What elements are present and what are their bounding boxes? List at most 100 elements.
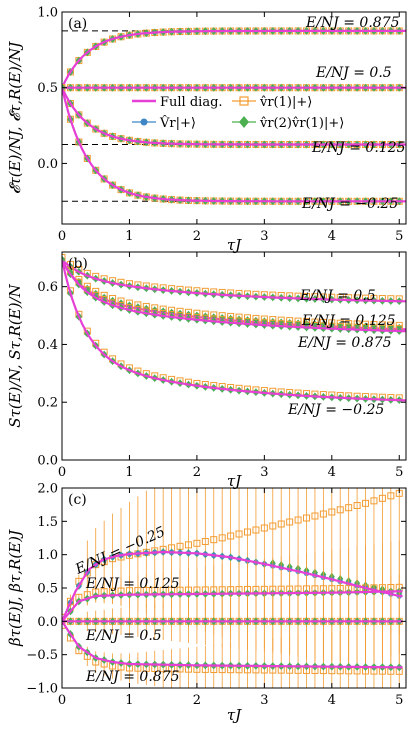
- annotation-a-2: E/NJ = 0.5: [315, 65, 392, 81]
- x-tick-label: 5: [395, 229, 403, 244]
- series-line-full-diag: [62, 87, 406, 203]
- legend-label-full-diag: Full diag.: [160, 95, 223, 110]
- panel-a-data: [62, 26, 406, 206]
- y-tick-label: 1.0: [37, 548, 58, 563]
- y-tick-label: 0.0: [37, 454, 58, 469]
- x-tick-label: 5: [395, 465, 403, 480]
- marker-v-r1: [201, 538, 209, 545]
- marker-v-r1: [184, 541, 192, 549]
- legend: Full diag. v̂r(1)|+⟩ V̂r|+⟩ v̂r(2)v̂r(1)…: [132, 95, 344, 131]
- annotation-c-3: E/NJ = 0.5: [85, 628, 162, 644]
- panel-c-data: [62, 488, 403, 688]
- panel-b-data: [62, 253, 406, 405]
- series-line-full-diag: [62, 29, 406, 89]
- panel-b-label: (b): [68, 256, 88, 272]
- marker-v-r1: [303, 514, 311, 522]
- legend-label-v-r2v-r1: v̂r(2)v̂r(1)|+⟩: [259, 116, 344, 131]
- x-tick-label: 2: [193, 693, 201, 708]
- annotation-a-3: E/NJ = 0.125: [311, 140, 406, 156]
- marker-v-r1: [193, 539, 201, 547]
- y-tick-label: 0.2: [37, 396, 58, 411]
- series-line-full-diag: [62, 550, 403, 622]
- x-tick-label: 0: [58, 465, 66, 480]
- legend-label-v-r1: v̂r(1)|+⟩: [259, 95, 312, 110]
- panel-a-ylabel: 𝓔τ(E)/NJ, 𝓔τ,R(E)/NJ: [6, 41, 24, 194]
- x-tick-label: 3: [260, 229, 268, 244]
- y-tick-label: −0.5: [26, 648, 58, 663]
- y-tick-label: 1.5: [37, 515, 58, 530]
- panel-a-xlabel: τJ: [227, 236, 242, 254]
- legend-marker-v-r: [140, 118, 148, 126]
- y-tick-label: 1.0: [37, 6, 58, 21]
- y-tick-label: 0.0: [37, 157, 58, 172]
- y-tick-label: 0.4: [37, 338, 58, 353]
- x-tick-label: 5: [395, 693, 403, 708]
- marker-v-r1: [252, 526, 260, 534]
- annotation-b-2: E/NJ = 0.125: [301, 313, 396, 329]
- marker-v-r1: [345, 504, 353, 512]
- y-tick-label: 0.5: [37, 81, 58, 96]
- annotation-a-1: E/NJ = 0.875: [305, 15, 400, 31]
- marker-v-r1: [370, 497, 378, 505]
- marker-v-r1: [260, 524, 268, 532]
- x-tick-label: 4: [328, 465, 336, 480]
- panel-b-ylabel: Sτ(E)/N, Sτ,R(E)/N: [6, 283, 24, 427]
- panel-a-label: (a): [68, 16, 87, 32]
- series-line-full-diag: [62, 87, 406, 146]
- series-line-full-diag: [62, 259, 406, 333]
- marker-v-r1: [62, 253, 66, 261]
- marker-v-r1: [286, 518, 294, 526]
- annotation-c-4: E/NJ = 0.875: [85, 669, 180, 685]
- x-tick-label: 2: [193, 229, 201, 244]
- x-tick-label: 3: [260, 693, 268, 708]
- marker-v-r1: [319, 510, 327, 518]
- y-tick-label: 2.0: [37, 482, 58, 497]
- marker-v-r1: [277, 520, 285, 528]
- marker-v-r1: [378, 494, 386, 502]
- panel-c-ylabel: βτ(E)J, βτ,R(E)J: [6, 529, 24, 647]
- marker-v-r1: [227, 532, 235, 540]
- annotation-c-2: E/NJ = 0.125: [85, 576, 180, 592]
- panel-a-axes: 0 1 2 3 4 5 0.0 0.5 1.0: [37, 6, 406, 244]
- x-tick-label: 1: [125, 693, 133, 708]
- marker-v-r1: [210, 536, 218, 544]
- x-tick-label: 4: [328, 693, 336, 708]
- marker-v-r1: [269, 522, 277, 530]
- x-tick-label: 0: [58, 693, 66, 708]
- marker-v-r1: [243, 528, 251, 536]
- x-tick-label: 0: [58, 229, 66, 244]
- marker-v-r1: [294, 516, 302, 524]
- y-tick-label: −1.0: [26, 682, 58, 697]
- panel-b-xlabel: τJ: [227, 472, 242, 490]
- x-tick-label: 1: [125, 229, 133, 244]
- panel-a-frame: [61, 11, 407, 225]
- marker-v-r1: [387, 492, 395, 500]
- marker-v-r1: [218, 534, 226, 542]
- annotation-b-4: E/NJ = −0.25: [287, 402, 384, 418]
- annotation-b-3: E/NJ = 0.875: [297, 335, 392, 351]
- legend-label-v-r: V̂r|+⟩: [159, 115, 196, 131]
- x-tick-label: 3: [260, 465, 268, 480]
- y-tick-label: 0.5: [37, 582, 58, 597]
- panel-b: 0 1 2 3 4 5 0.0 0.2 0.4 0.6 (b) E/NJ = 0.5 E/NJ =…: [6, 251, 407, 490]
- panel-a: 0 1 2 3 4 5 0.0 0.5 1.0 (a) E/NJ = 0.875 E/NJ = …: [6, 6, 407, 254]
- marker-v-r1: [362, 499, 370, 507]
- marker-v-r1: [235, 530, 243, 538]
- y-tick-label: 0.0: [37, 615, 58, 630]
- x-tick-label: 2: [193, 465, 201, 480]
- panel-c-axes: 0 1 2 3 4 5 −1.0 −0.5 0.0 0.5 1.0 1.5 2.0: [26, 482, 406, 708]
- panel-b-frame: [61, 251, 407, 461]
- series-line-full-diag: [62, 258, 406, 303]
- marker-v-r1: [311, 512, 319, 520]
- x-tick-label: 1: [125, 465, 133, 480]
- series-line-full-diag: [62, 259, 406, 402]
- panel-c: 0 1 2 3 4 5 −1.0 −0.5 0.0 0.5 1.0 1.5 2.0 (c) E/NJ =…: [6, 482, 407, 724]
- annotation-b-1: E/NJ = 0.5: [299, 288, 376, 304]
- marker-v-r1: [336, 506, 344, 514]
- y-tick-label: 0.6: [37, 280, 58, 295]
- x-tick-label: 4: [328, 229, 336, 244]
- panel-c-label: (c): [68, 492, 87, 508]
- legend-marker-v-r2v-r1: [239, 116, 249, 128]
- legend-marker-v-r1: [239, 96, 249, 106]
